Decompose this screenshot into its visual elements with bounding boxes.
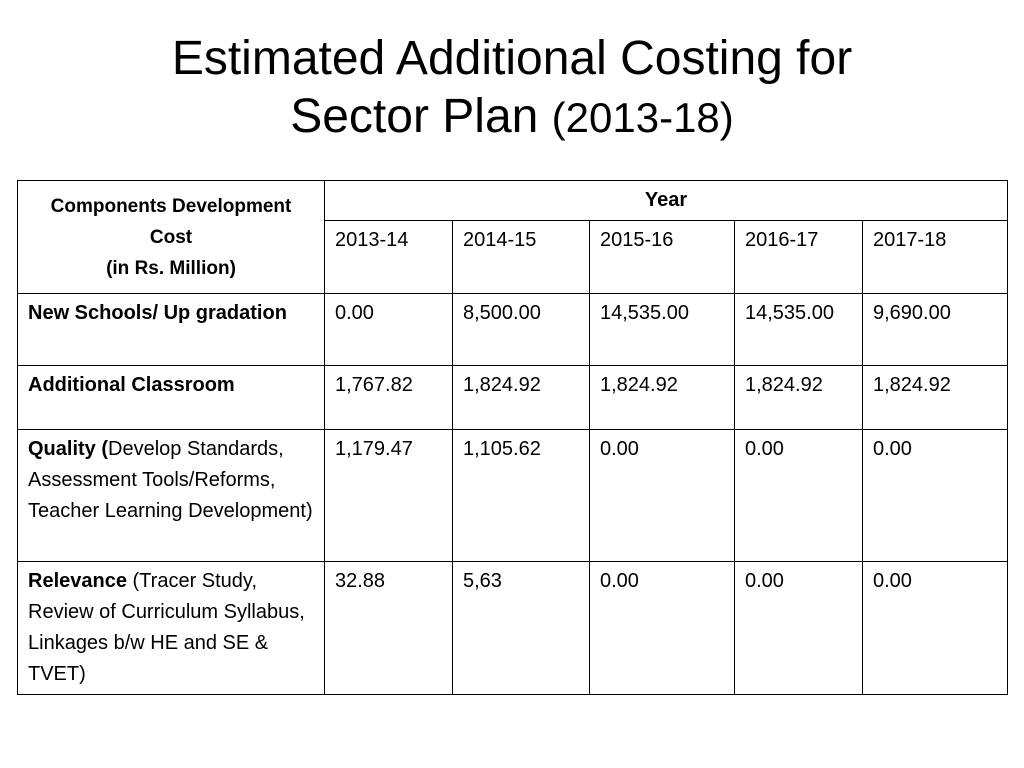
row-label: Additional Classroom <box>17 365 325 430</box>
table-cell: 0.00 <box>324 293 453 366</box>
year-column-header: 2015-16 <box>589 220 735 294</box>
table-row-relevance: Relevance (Tracer Study, Review of Curri… <box>17 561 1009 695</box>
table-cell: 1,824.92 <box>734 365 863 430</box>
slide-title: Estimated Additional Costing for Sector … <box>0 30 1024 147</box>
table-cell: 9,690.00 <box>861 293 1009 366</box>
table-row-new-schools: New Schools/ Up gradation 0.00 8,500.00 … <box>17 293 1009 366</box>
row-label-bold: New Schools/ Up gradation <box>28 302 287 324</box>
table-cell: 1,179.47 <box>324 429 453 562</box>
table-cell: 1,824.92 <box>589 365 735 430</box>
title-line-1: Estimated Additional Costing for <box>171 32 853 85</box>
title-line-2-main: Sector Plan <box>290 90 552 143</box>
title-years: (2013-18) <box>551 94 734 141</box>
table-cell: 5,63 <box>452 561 590 695</box>
year-header: Year <box>323 180 1009 221</box>
table-cell: 0.00 <box>861 429 1009 562</box>
table-cell: 0.00 <box>734 429 863 562</box>
row-label: Relevance (Tracer Study, Review of Curri… <box>17 561 325 695</box>
table-cell: 1,105.62 <box>452 429 590 562</box>
table-cell: 0.00 <box>589 561 735 695</box>
table-row-quality: Quality (Develop Standards, Assessment T… <box>17 429 1009 562</box>
year-column-header: 2017-18 <box>861 220 1009 294</box>
title-line-2: Sector Plan (2013-18) <box>0 88 1024 147</box>
components-header-line1: Components Development Cost <box>50 195 292 248</box>
year-column-header: 2014-15 <box>452 220 590 294</box>
table-cell: 1,767.82 <box>324 365 453 430</box>
row-label: Quality (Develop Standards, Assessment T… <box>17 429 325 562</box>
row-label-rest: (Tracer Study, Review of Curriculum Syll… <box>28 570 305 685</box>
components-header-line2: (in Rs. Million) <box>106 257 236 279</box>
table-cell: 0.00 <box>734 561 863 695</box>
table-cell: 14,535.00 <box>589 293 735 366</box>
table-cell: 1,824.92 <box>861 365 1009 430</box>
row-label-bold: Relevance <box>28 570 127 592</box>
table-cell: 0.00 <box>861 561 1009 695</box>
row-label-bold: Additional Classroom <box>28 374 235 396</box>
row-label-rest: Develop Standards, Assessment Tools/Refo… <box>28 438 313 522</box>
table-cell: 32.88 <box>324 561 453 695</box>
table-cell: 14,535.00 <box>734 293 863 366</box>
table-cell: 8,500.00 <box>452 293 590 366</box>
table-row-additional-classroom: Additional Classroom 1,767.82 1,824.92 1… <box>17 365 1009 430</box>
components-header: Components Development Cost (in Rs. Mill… <box>17 180 325 294</box>
table-cell: 0.00 <box>589 429 735 562</box>
row-label-bold: Quality ( <box>28 438 109 460</box>
year-column-header: 2013-14 <box>324 220 453 294</box>
costing-table: Components Development Cost (in Rs. Mill… <box>17 180 1009 695</box>
row-label: New Schools/ Up gradation <box>17 293 325 366</box>
table-cell: 1,824.92 <box>452 365 590 430</box>
year-column-header: 2016-17 <box>734 220 863 294</box>
